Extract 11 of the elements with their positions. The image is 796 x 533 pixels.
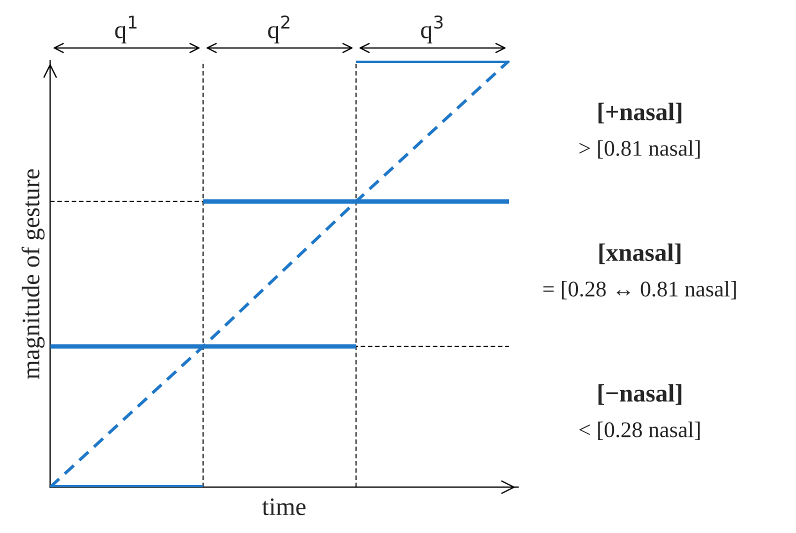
text: q$^{2}$ (268, 15, 290, 44)
text: [xnasal] (599, 243, 680, 264)
text: = [0.28 ↔ 0.81 nasal] (543, 280, 736, 300)
text: [−nasal] (598, 384, 682, 405)
text: > [0.81 nasal] (580, 140, 700, 159)
text: [+nasal] (598, 102, 682, 124)
text: q$^{3}$ (421, 15, 443, 44)
x-axis-title: time (262, 498, 306, 516)
text: < [0.28 nasal] (580, 422, 700, 440)
text: q$^{1}$ (115, 16, 137, 44)
y-axis-title: magnitude of gesture (22, 169, 45, 379)
